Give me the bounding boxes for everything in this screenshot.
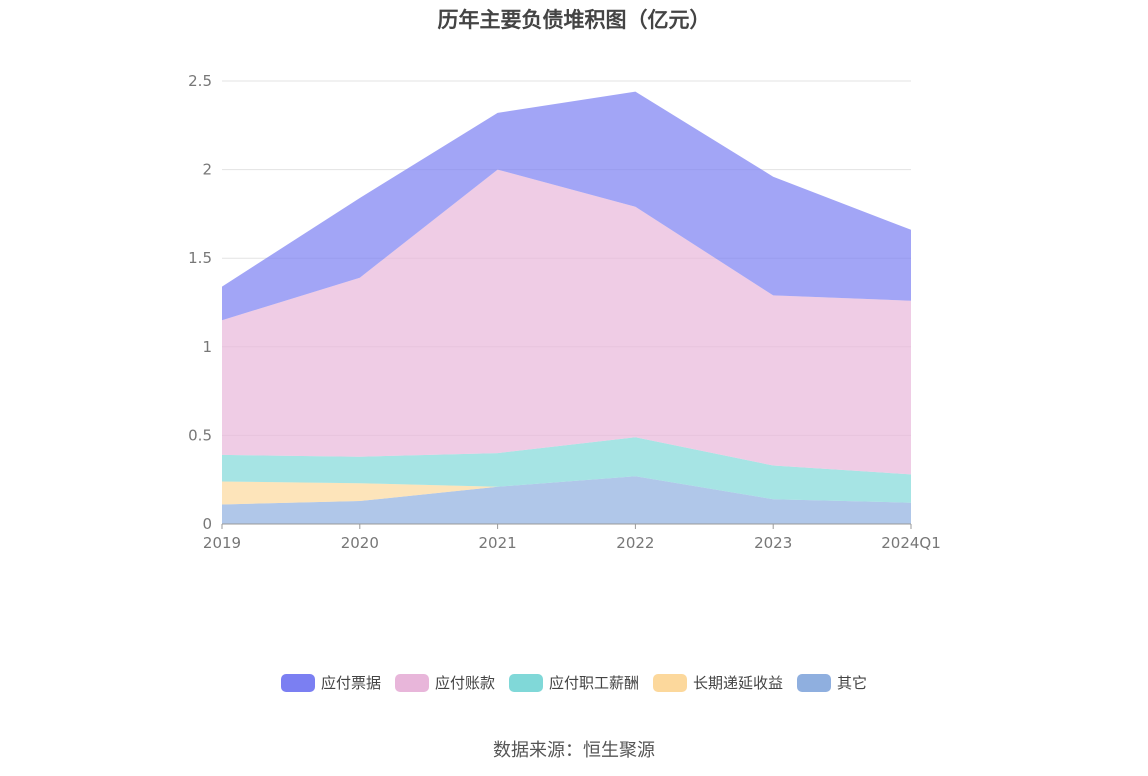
x-tick-label: 2019 <box>203 534 241 552</box>
legend-swatch <box>280 673 315 692</box>
y-tick-label: 1 <box>202 338 212 356</box>
legend-item[interactable]: 应付账款 <box>394 672 495 693</box>
area-长期递延收益 <box>222 476 911 505</box>
legend-item[interactable]: 长期递延收益 <box>653 672 783 693</box>
legend: 应付票据 应付账款 应付职工薪酬 长期递延收益 其它 <box>0 672 1148 693</box>
y-tick-label: 2 <box>202 161 212 179</box>
area-应付职工薪酬 <box>222 437 911 503</box>
stacked-area-chart: 0 0.5 1 1.5 2 2.5 2019 2020 2021 2022 2023 2024Q1 <box>188 72 941 552</box>
x-tick-label: 2020 <box>341 534 379 552</box>
area-其它 <box>222 476 911 524</box>
area-应付票据 <box>222 91 911 321</box>
legend-item[interactable]: 应付票据 <box>280 672 381 693</box>
x-tick-label: 2021 <box>479 534 517 552</box>
chart-title: 历年主要负债堆积图（亿元） <box>437 8 711 32</box>
legend-swatch <box>394 673 429 692</box>
legend-swatch <box>508 673 543 692</box>
legend-item[interactable]: 其它 <box>797 672 867 693</box>
legend-swatch <box>797 673 832 692</box>
x-tick-label: 2024Q1 <box>881 534 941 552</box>
y-tick-label: 1.5 <box>188 249 212 267</box>
legend-item[interactable]: 应付职工薪酬 <box>508 672 639 693</box>
legend-label: 应付职工薪酬 <box>548 674 639 692</box>
legend-swatch <box>653 673 687 692</box>
x-tick-label: 2022 <box>616 534 654 552</box>
y-tick-label: 0 <box>202 515 212 533</box>
axes: 0 0.5 1 1.5 2 2.5 2019 2020 2021 2022 2023 2024Q1 <box>188 72 941 552</box>
data-source: 数据来源：恒生聚源 <box>493 740 655 761</box>
legend-label: 其它 <box>837 674 868 692</box>
legend-label: 长期递延收益 <box>693 674 784 692</box>
legend-label: 应付票据 <box>320 674 381 692</box>
y-tick-label: 2.5 <box>188 72 212 90</box>
legend-label: 应付账款 <box>434 674 495 692</box>
area-应付账款 <box>222 169 911 475</box>
x-tick-label: 2023 <box>754 534 792 552</box>
area-series <box>222 91 911 524</box>
y-tick-label: 0.5 <box>188 426 212 444</box>
